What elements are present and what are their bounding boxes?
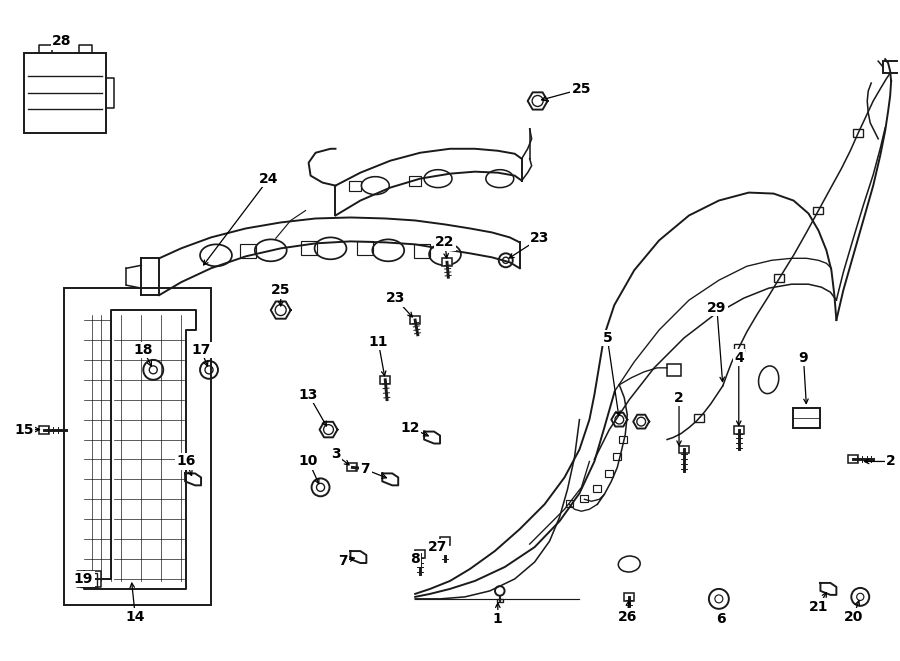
Text: 23: 23 xyxy=(385,291,405,305)
Text: 23: 23 xyxy=(530,231,549,245)
Bar xyxy=(883,61,899,73)
Bar xyxy=(679,446,689,453)
Text: 25: 25 xyxy=(572,82,591,96)
Bar xyxy=(734,344,743,352)
Bar xyxy=(23,53,106,133)
Text: 7: 7 xyxy=(338,554,347,568)
Text: 18: 18 xyxy=(133,343,153,357)
Bar xyxy=(301,241,317,255)
Text: 20: 20 xyxy=(843,610,863,624)
Text: 13: 13 xyxy=(299,388,319,402)
Bar xyxy=(694,414,704,422)
Text: 1: 1 xyxy=(493,612,503,626)
Bar xyxy=(349,180,362,190)
Text: 17: 17 xyxy=(192,343,211,357)
Text: 21: 21 xyxy=(809,600,828,614)
Bar xyxy=(497,599,503,602)
Text: 25: 25 xyxy=(271,283,291,297)
Bar xyxy=(793,408,821,428)
Bar xyxy=(414,245,430,258)
Bar xyxy=(347,463,357,471)
Text: 4: 4 xyxy=(734,351,743,365)
Bar xyxy=(625,593,634,601)
Text: 7: 7 xyxy=(361,463,370,477)
Text: 22: 22 xyxy=(436,235,454,249)
Bar xyxy=(613,453,621,461)
Bar xyxy=(849,455,859,463)
Text: 5: 5 xyxy=(602,331,612,345)
Bar xyxy=(853,129,863,137)
Text: 15: 15 xyxy=(14,422,33,436)
Text: 29: 29 xyxy=(707,301,726,315)
Text: 6: 6 xyxy=(716,612,725,626)
Bar xyxy=(619,436,627,442)
Text: 8: 8 xyxy=(410,552,420,566)
Bar xyxy=(440,537,450,545)
Text: 19: 19 xyxy=(74,572,94,586)
Bar xyxy=(79,573,97,587)
Text: 10: 10 xyxy=(299,455,319,469)
Bar xyxy=(593,485,601,492)
Text: 26: 26 xyxy=(617,610,637,624)
Bar xyxy=(565,500,573,507)
Text: 3: 3 xyxy=(330,447,340,461)
Bar xyxy=(442,258,452,266)
Bar xyxy=(667,364,681,376)
Bar xyxy=(64,288,211,605)
Bar xyxy=(410,316,420,324)
Bar xyxy=(357,241,374,255)
Text: 28: 28 xyxy=(52,34,71,48)
Text: 14: 14 xyxy=(126,610,145,624)
Bar xyxy=(39,426,49,434)
Bar xyxy=(814,206,824,214)
Bar xyxy=(415,550,425,558)
Text: 16: 16 xyxy=(176,455,196,469)
Bar xyxy=(580,495,589,502)
Text: 9: 9 xyxy=(798,351,808,365)
Text: 2: 2 xyxy=(674,391,684,405)
Text: 11: 11 xyxy=(369,335,388,349)
Bar xyxy=(381,376,391,384)
Bar xyxy=(410,176,421,186)
Bar xyxy=(774,274,784,282)
Text: 24: 24 xyxy=(259,172,278,186)
Bar xyxy=(240,245,256,258)
Text: 12: 12 xyxy=(400,420,420,434)
Text: 27: 27 xyxy=(428,540,447,554)
Bar xyxy=(734,426,743,434)
Text: 2: 2 xyxy=(886,455,896,469)
Bar xyxy=(606,471,613,477)
